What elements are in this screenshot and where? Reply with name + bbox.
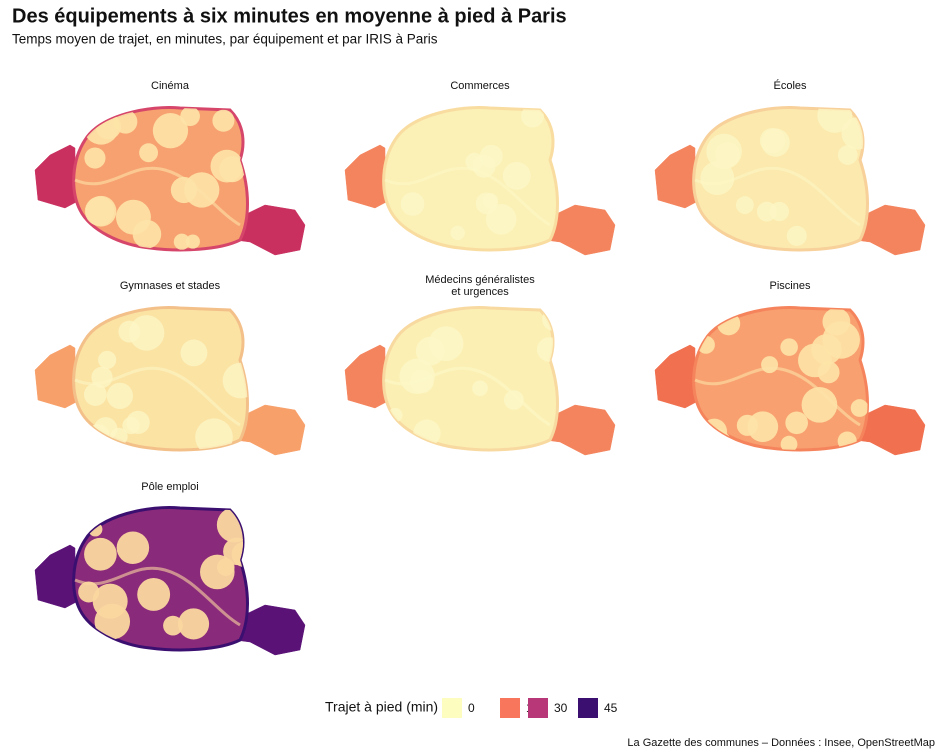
texture-blob bbox=[801, 386, 838, 423]
texture bbox=[78, 507, 248, 640]
panel-title: Commerces bbox=[450, 80, 510, 92]
texture-blob bbox=[780, 338, 798, 356]
texture-blob bbox=[761, 128, 790, 157]
texture-blob bbox=[98, 350, 117, 370]
panel-title: et urgences bbox=[451, 286, 509, 298]
texture-blob bbox=[504, 390, 524, 410]
texture-blob bbox=[817, 107, 853, 133]
texture-blob bbox=[485, 204, 517, 235]
title: Des équipements à six minutes en moyenne… bbox=[12, 5, 567, 27]
seine bbox=[74, 566, 241, 627]
texture-blob bbox=[78, 581, 100, 603]
texture-blob bbox=[84, 537, 117, 571]
legend-label: 30 bbox=[554, 701, 568, 715]
texture-blob bbox=[173, 233, 190, 250]
texture-blob bbox=[137, 578, 171, 611]
texture bbox=[700, 107, 868, 246]
panels: Cinéma Commerces Écoles Gymnases et stades M… bbox=[34, 79, 926, 656]
texture-blob bbox=[92, 583, 128, 619]
seine bbox=[384, 366, 551, 427]
texture-blob bbox=[756, 201, 777, 222]
map-panel: Écoles bbox=[654, 79, 926, 256]
texture bbox=[83, 107, 246, 250]
texture-blob bbox=[152, 113, 189, 149]
legend-label: 0 bbox=[468, 701, 475, 715]
texture-blob bbox=[219, 156, 246, 183]
panel-title: Écoles bbox=[773, 79, 807, 92]
panel-title: Gymnases et stades bbox=[120, 280, 221, 292]
texture-blob bbox=[415, 336, 445, 366]
panel-title: Piscines bbox=[770, 280, 811, 292]
legend-label: 45 bbox=[604, 701, 618, 715]
map-panel: Cinéma bbox=[34, 80, 306, 256]
texture-blob bbox=[798, 343, 832, 378]
texture-blob bbox=[761, 356, 779, 374]
legend-key bbox=[528, 698, 548, 718]
seine bbox=[694, 366, 861, 427]
map-panel: Pôle emploi bbox=[34, 481, 306, 656]
texture-blob bbox=[84, 147, 106, 169]
texture-blob bbox=[116, 531, 150, 564]
subtitle: Temps moyen de trajet, en minutes, par é… bbox=[12, 32, 438, 47]
texture-blob bbox=[400, 192, 425, 216]
texture-blob bbox=[222, 362, 248, 399]
texture-blob bbox=[178, 608, 210, 640]
seine bbox=[74, 166, 241, 227]
legend-key bbox=[442, 698, 462, 718]
texture-blob bbox=[180, 339, 208, 367]
texture bbox=[400, 107, 545, 241]
texture-blob bbox=[521, 107, 545, 128]
texture-blob bbox=[450, 225, 465, 241]
texture-blob bbox=[472, 380, 488, 397]
texture-blob bbox=[132, 219, 162, 249]
texture-blob bbox=[785, 411, 808, 435]
panel-title: Pôle emploi bbox=[141, 481, 198, 493]
legend-key bbox=[500, 698, 520, 718]
seine bbox=[384, 166, 551, 227]
legend-key bbox=[578, 698, 598, 718]
seine bbox=[74, 366, 241, 427]
texture-blob bbox=[465, 152, 484, 171]
texture-blob bbox=[780, 435, 798, 450]
texture-blob bbox=[83, 383, 107, 406]
texture-blob bbox=[837, 145, 858, 165]
texture-blob bbox=[212, 109, 235, 132]
map-panel: Commerces bbox=[344, 80, 616, 256]
texture-blob bbox=[122, 416, 140, 435]
map-panel: Gymnases et stades bbox=[34, 280, 306, 456]
seine bbox=[694, 166, 861, 227]
texture-blob bbox=[700, 161, 735, 196]
texture-blob bbox=[180, 107, 200, 127]
texture-blob bbox=[706, 133, 742, 170]
source: La Gazette des communes – Données : Inse… bbox=[627, 737, 935, 749]
texture-blob bbox=[479, 144, 503, 168]
texture-blob bbox=[735, 196, 754, 215]
texture-blob bbox=[747, 411, 779, 443]
texture-blob bbox=[170, 176, 198, 204]
texture-blob bbox=[502, 161, 531, 190]
legend-title: Trajet à pied (min) bbox=[325, 699, 438, 715]
texture-blob bbox=[786, 225, 807, 246]
texture-blob bbox=[84, 196, 115, 226]
texture-blob bbox=[399, 358, 435, 394]
panel-title: Médecins généralistes bbox=[425, 274, 535, 286]
texture-blob bbox=[217, 558, 235, 576]
legend: 0153045 bbox=[442, 698, 618, 718]
texture-blob bbox=[128, 315, 165, 351]
texture-blob bbox=[139, 143, 159, 163]
texture-blob bbox=[185, 234, 200, 249]
paris bbox=[382, 105, 559, 252]
texture-blob bbox=[106, 382, 134, 409]
panel-title: Cinéma bbox=[151, 80, 190, 92]
texture-blob bbox=[850, 399, 868, 417]
texture-blob bbox=[163, 615, 183, 636]
